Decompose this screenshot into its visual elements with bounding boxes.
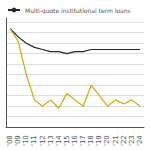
svg-text:'24: '24	[136, 135, 144, 146]
svg-text:Multi-quote institutional term: Multi-quote institutional term loans	[25, 7, 131, 15]
svg-text:'19: '19	[95, 135, 103, 146]
svg-text:'12: '12	[39, 135, 47, 146]
svg-text:'13: '13	[47, 135, 55, 146]
svg-text:'11: '11	[30, 135, 38, 146]
svg-text:'08: '08	[6, 135, 14, 146]
svg-text:'14: '14	[55, 135, 63, 146]
svg-text:'09: '09	[14, 135, 22, 146]
svg-text:'17: '17	[79, 135, 87, 146]
svg-text:'23: '23	[128, 135, 136, 146]
svg-text:'20: '20	[103, 135, 111, 146]
svg-text:'22: '22	[120, 135, 128, 146]
svg-text:'18: '18	[87, 135, 95, 146]
svg-text:'16: '16	[71, 135, 79, 146]
svg-text:'21: '21	[112, 135, 120, 146]
svg-text:'15: '15	[63, 135, 71, 146]
svg-text:'10: '10	[22, 135, 30, 146]
